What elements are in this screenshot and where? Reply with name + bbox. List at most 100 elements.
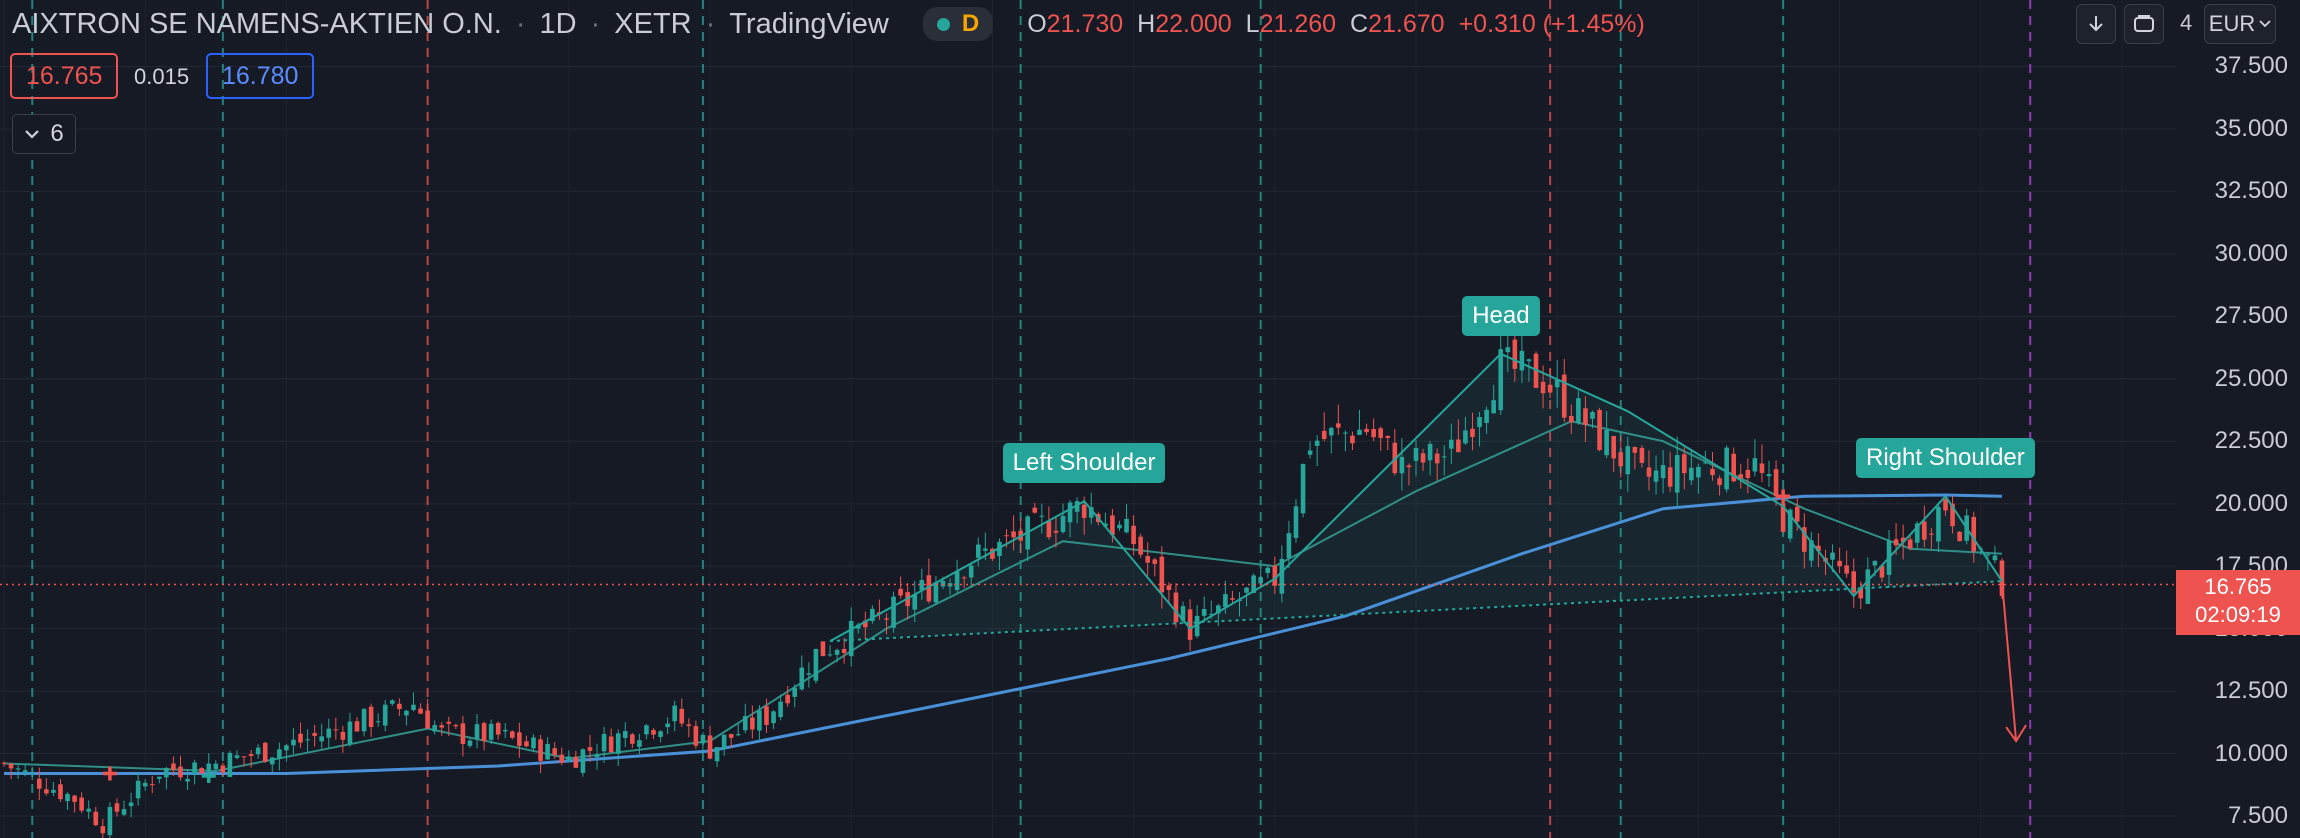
candle-body	[1074, 501, 1080, 512]
candle-body	[538, 739, 543, 761]
pattern-fill	[830, 353, 2002, 642]
candle-body	[1929, 533, 1934, 535]
candle-body	[72, 795, 77, 802]
last-price-tag: 16.765 02:09:19	[2176, 570, 2300, 635]
candle-body	[1378, 428, 1383, 438]
candle-body	[418, 708, 423, 714]
chevron-down-icon	[25, 130, 40, 139]
candle-body	[1088, 507, 1094, 518]
candle-body	[1173, 592, 1179, 623]
bid-price: 16.765	[10, 53, 119, 99]
candle-body	[792, 687, 798, 697]
candle-body	[1498, 349, 1504, 411]
candle-body	[1194, 615, 1200, 637]
candle-body	[580, 749, 586, 773]
market-status-badge[interactable]: D	[922, 7, 994, 41]
pattern-label[interactable]: Head	[1462, 295, 1540, 336]
candle-body	[1710, 468, 1715, 476]
candle-body	[1879, 565, 1885, 578]
candle-body	[326, 728, 332, 738]
candle-body	[693, 726, 699, 746]
candle-body	[1802, 527, 1807, 552]
data-source: TradingView	[729, 7, 889, 40]
currency-label: EUR	[2208, 11, 2256, 36]
candle-body	[51, 789, 56, 793]
separator-dot: ·	[590, 7, 601, 40]
candle-body	[1293, 506, 1299, 538]
candle-body	[1279, 558, 1285, 594]
pattern-label[interactable]: Left Shoulder	[1002, 443, 1166, 484]
candle-body	[1667, 467, 1673, 487]
price-axis-panel[interactable]	[2176, 0, 2300, 838]
moving-average-long	[4, 493, 2003, 775]
chart-grid	[0, 65, 2176, 817]
candle-body	[820, 641, 826, 657]
cross-marker-icon	[102, 766, 117, 781]
candle-body	[1110, 515, 1115, 536]
candle-body	[107, 807, 113, 836]
candle-body	[432, 725, 437, 732]
candle-body	[284, 745, 289, 751]
candle-body	[1484, 409, 1489, 424]
price-axis-tick-label: 22.500	[2214, 427, 2288, 455]
candle-body	[1780, 503, 1786, 532]
candle-body	[1456, 439, 1461, 453]
open-key: O	[1027, 9, 1047, 38]
candle-body	[545, 743, 550, 760]
candle-body	[248, 754, 254, 757]
candle-body	[1766, 474, 1772, 477]
candle-body	[1646, 467, 1652, 477]
candle-body	[990, 548, 995, 559]
candle-body	[954, 571, 960, 590]
fullscreen-button[interactable]	[2124, 4, 2164, 44]
candle-body	[86, 808, 92, 812]
candle-body	[1385, 435, 1391, 438]
candle-body	[1561, 374, 1567, 418]
candle-body	[269, 757, 275, 765]
pattern-label[interactable]: Right Shoulder	[1856, 438, 2035, 479]
candle-body	[1, 762, 7, 764]
candle-body	[594, 754, 600, 758]
candle-body	[1039, 515, 1045, 517]
candle-body	[255, 747, 261, 755]
candle-body	[1759, 463, 1765, 473]
candle-body	[940, 580, 946, 587]
candle-body	[1441, 456, 1447, 458]
candle-body	[1787, 509, 1793, 539]
candle-body	[785, 694, 790, 704]
price-axis-tick-label: 7.500	[2227, 802, 2288, 829]
candle-body	[1258, 577, 1263, 584]
candle-body	[1738, 474, 1744, 479]
candle-body	[1794, 506, 1800, 522]
candle-body	[870, 608, 875, 622]
candle-body	[453, 724, 459, 727]
high-value: 22.000	[1155, 9, 1232, 38]
candle-body	[8, 763, 14, 769]
candle-body	[1427, 443, 1433, 461]
candle-body	[277, 749, 282, 759]
candle-body	[1244, 587, 1249, 593]
candle-body	[1208, 614, 1214, 616]
candle-body	[488, 723, 494, 740]
download-button[interactable]	[2076, 4, 2116, 44]
candle-body	[1872, 560, 1878, 566]
candle-body	[559, 754, 565, 763]
candle-body	[1081, 504, 1087, 518]
chart-header: AIXTRON SE NAMENS-AKTIEN O.N. · 1D · XET…	[12, 4, 1645, 44]
price-axis-tick-label: 30.000	[2214, 239, 2288, 267]
candle-body	[1992, 555, 1998, 561]
candle-body	[912, 594, 918, 610]
currency-select[interactable]: EUR	[2204, 4, 2276, 44]
symbol-name[interactable]: AIXTRON SE NAMENS-AKTIEN O.N.	[12, 7, 502, 40]
candle-body	[1449, 439, 1454, 449]
candle-body	[375, 721, 381, 723]
interval[interactable]: 1D	[539, 7, 577, 40]
candle-body	[495, 722, 501, 735]
sell-button[interactable]: 16.765	[10, 53, 119, 99]
candle-body	[1201, 609, 1207, 616]
indicators-toggle-button[interactable]: 6	[12, 114, 76, 154]
candle-body	[213, 763, 219, 770]
buy-button[interactable]: 16.780	[206, 53, 315, 99]
candle-body	[806, 673, 812, 675]
